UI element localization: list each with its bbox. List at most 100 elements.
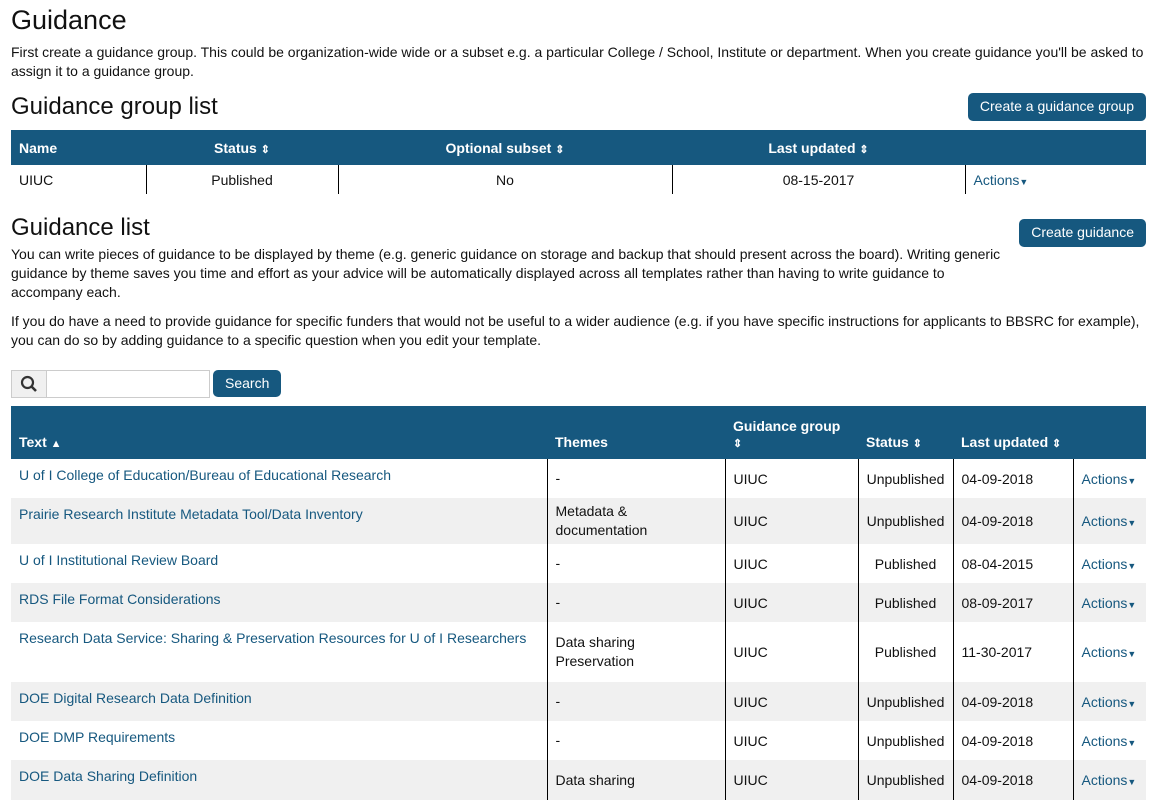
col-guidance-group[interactable]: Guidance group ⇕ (725, 406, 858, 459)
search-icon (11, 370, 47, 398)
caret-down-icon: ▼ (1127, 737, 1137, 748)
cell-status: Unpublished (857, 459, 953, 498)
cell-subset: No (337, 165, 672, 194)
create-guidance-button[interactable]: Create guidance (1019, 219, 1146, 247)
guidance-group-table: Name Status ⇕ Optional subset ⇕ Last upd… (11, 130, 1146, 194)
guidance-text-link[interactable]: Prairie Research Institute Metadata Tool… (11, 498, 547, 544)
cell-updated: 04-09-2018 (952, 682, 1073, 721)
actions-dropdown[interactable]: Actions▼ (1072, 459, 1146, 498)
actions-dropdown[interactable]: Actions▼ (1072, 721, 1146, 760)
cell-group: UIUC (724, 682, 858, 721)
cell-themes: - (546, 544, 725, 583)
sort-icon: ⇕ (555, 143, 565, 156)
sort-asc-icon: ▲ (50, 438, 62, 450)
search-bar: Search (11, 370, 1146, 398)
actions-dropdown[interactable]: Actions▼ (1072, 544, 1146, 583)
col-actions (965, 130, 1146, 165)
guidance-text-link[interactable]: DOE DMP Requirements (19, 729, 176, 745)
cell-updated: 04-09-2018 (952, 760, 1073, 800)
cell-themes: - (546, 583, 725, 622)
cell-status: Published (857, 583, 953, 622)
caret-down-icon: ▼ (1019, 176, 1029, 187)
cell-status: Published (145, 165, 338, 194)
actions-dropdown[interactable]: Actions▼ (1072, 682, 1146, 721)
caret-down-icon: ▼ (1127, 777, 1137, 787)
cell-themes: Metadata & documentation (546, 498, 725, 544)
guidance-text-link[interactable]: U of I College of Education/Bureau of Ed… (19, 467, 392, 483)
guidance-list-title: Guidance list (11, 214, 150, 241)
sort-icon: ⇕ (859, 143, 869, 156)
col-optional-subset[interactable]: Optional subset ⇕ (338, 130, 672, 165)
cell-updated: 04-09-2018 (952, 721, 1073, 760)
group-list-title: Guidance group list (11, 93, 218, 120)
cell-group: UIUC (724, 583, 858, 622)
actions-dropdown[interactable]: Actions▼ (1072, 760, 1146, 800)
page-title: Guidance (11, 5, 127, 35)
table-row: DOE Digital Research Data Definition - UIU… (11, 682, 1146, 721)
guidance-desc-2: If you do have a need to provide guidanc… (11, 313, 1140, 348)
col-text[interactable]: Text ▲ (11, 406, 547, 459)
table-row: UIUC Published No 08-15-2017 Actions▼ (11, 165, 1146, 194)
cell-group: UIUC (724, 544, 858, 583)
table-row: U of I Institutional Review Board - UIUC Pu… (11, 544, 1146, 583)
guidance-text-link[interactable]: U of I Institutional Review Board (19, 552, 219, 568)
cell-group: UIUC (724, 721, 858, 760)
col-name[interactable]: Name (11, 130, 146, 165)
page-intro: First create a guidance group. This coul… (11, 44, 1144, 79)
actions-dropdown[interactable]: Actions▼ (1072, 498, 1146, 544)
table-row: RDS File Format Considerations - UIUC Publi… (11, 583, 1146, 622)
cell-group: UIUC (724, 459, 858, 498)
caret-down-icon: ▼ (1127, 599, 1137, 610)
cell-themes: - (546, 721, 725, 760)
cell-name: UIUC (19, 171, 54, 188)
guidance-list-header: Guidance list Create guidance (11, 214, 1146, 247)
caret-down-icon: ▼ (1127, 475, 1137, 486)
search-input[interactable] (47, 370, 210, 398)
cell-updated: 08-09-2017 (952, 583, 1073, 622)
cell-updated: 04-09-2018 (952, 498, 1073, 544)
guidance-text-link[interactable]: DOE Digital Research Data Definition (11, 682, 547, 721)
cell-group: UIUC (724, 760, 858, 800)
cell-updated: 08-15-2017 (671, 165, 965, 194)
cell-status: Published (857, 544, 953, 583)
caret-down-icon: ▼ (1127, 518, 1137, 528)
page-content: Guidance First create a guidance group. … (0, 4, 1157, 800)
sort-icon: ⇕ (1052, 438, 1062, 450)
table-row: DOE Data Sharing Definition Data sharing U… (11, 760, 1146, 800)
caret-down-icon: ▼ (1127, 649, 1137, 659)
col-status[interactable]: Status ⇕ (858, 406, 953, 459)
guidance-text-link[interactable]: RDS File Format Considerations (11, 583, 547, 622)
col-last-updated[interactable]: Last updated ⇕ (953, 406, 1073, 459)
sort-icon: ⇕ (912, 438, 922, 450)
guidance-text-link[interactable]: Research Data Service: Sharing & Preserv… (19, 630, 527, 646)
sort-icon: ⇕ (260, 143, 270, 156)
table-row: Research Data Service: Sharing & Preserv… (11, 622, 1146, 682)
cell-themes: - (546, 682, 725, 721)
search-button[interactable]: Search (213, 370, 282, 397)
guidance-desc-1: You can write pieces of guidance to be d… (11, 246, 1001, 300)
guidance-text-link[interactable]: DOE Data Sharing Definition (11, 760, 547, 800)
caret-down-icon: ▼ (1127, 560, 1137, 571)
cell-updated: 04-09-2018 (952, 459, 1073, 498)
actions-dropdown[interactable]: Actions▼ (1072, 622, 1146, 682)
cell-group: UIUC (724, 498, 858, 544)
cell-status: Unpublished (857, 721, 953, 760)
cell-status: Published (857, 622, 953, 682)
create-guidance-group-button[interactable]: Create a guidance group (967, 93, 1146, 121)
group-list-header: Guidance group list Create a guidance gr… (11, 93, 1146, 121)
actions-dropdown[interactable]: Actions▼ (1072, 583, 1146, 622)
col-status[interactable]: Status ⇕ (146, 130, 338, 165)
actions-dropdown[interactable]: Actions▼ (964, 165, 1146, 194)
table-row: DOE DMP Requirements - UIUC Unpublished 04-0… (11, 721, 1146, 760)
cell-status: Unpublished (857, 682, 953, 721)
sort-icon: ⇕ (733, 438, 743, 450)
cell-updated: 11-30-2017 (952, 622, 1073, 682)
cell-status: Unpublished (857, 498, 953, 544)
cell-updated: 08-04-2015 (952, 544, 1073, 583)
cell-status: Unpublished (857, 760, 953, 800)
cell-themes: Data sharing Preservation (546, 622, 725, 682)
guidance-table: Text ▲ Themes Guidance group ⇕ Status ⇕ L… (11, 406, 1146, 800)
cell-themes: Data sharing (546, 760, 725, 800)
table-row: Prairie Research Institute Metadata Tool… (11, 498, 1146, 544)
col-last-updated[interactable]: Last updated ⇕ (672, 130, 965, 165)
